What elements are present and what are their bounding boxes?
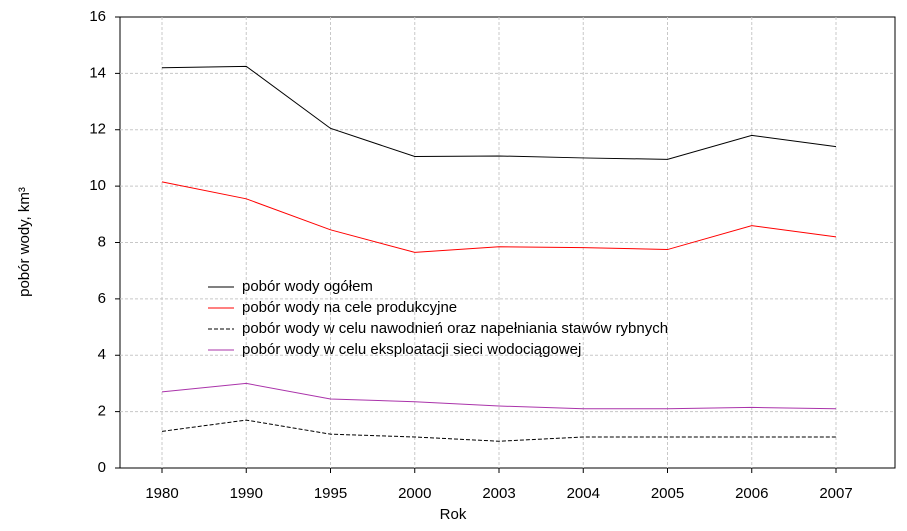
series-line	[161, 65, 837, 160]
legend-label: pobór wody ogółem	[242, 278, 373, 295]
y-tick-label: 6	[98, 290, 106, 307]
y-tick-label: 2	[98, 403, 106, 420]
x-tick-label: 2003	[482, 485, 515, 502]
x-tick-label: 2005	[651, 485, 684, 502]
x-tick-label: 2000	[398, 485, 431, 502]
y-tick-label: 0	[98, 459, 106, 476]
y-tick-label: 8	[98, 233, 106, 250]
y-tick-label: 16	[89, 8, 106, 25]
y-tick-label: 10	[89, 177, 106, 194]
x-axis-label: Rok	[440, 506, 467, 523]
y-axis-label: pobór wody, km³	[16, 187, 33, 297]
y-tick-label: 14	[89, 64, 106, 81]
legend-label: pobór wody w celu nawodnień oraz napełni…	[242, 320, 668, 337]
series-line	[161, 382, 837, 410]
series-line	[161, 419, 836, 442]
series-line	[161, 181, 837, 253]
x-tick-label: 2006	[735, 485, 768, 502]
y-tick-label: 4	[98, 346, 106, 363]
legend-label: pobór wody w celu eksploatacji sieci wod…	[242, 341, 581, 358]
x-tick-label: 2007	[819, 485, 852, 502]
x-tick-label: 1990	[230, 485, 263, 502]
x-tick-label: 1980	[145, 485, 178, 502]
x-tick-label: 1995	[314, 485, 347, 502]
legend-label: pobór wody na cele produkcyjne	[242, 299, 457, 316]
x-tick-label: 2004	[567, 485, 600, 502]
y-tick-label: 12	[89, 121, 106, 138]
